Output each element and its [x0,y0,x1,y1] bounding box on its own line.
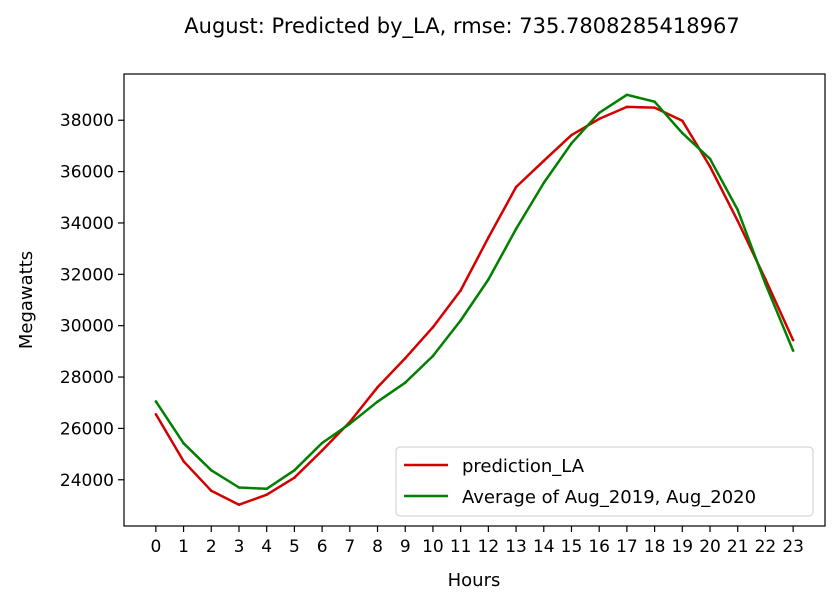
data-point [431,354,435,358]
data-point [681,119,684,123]
data-point [265,493,268,496]
data-point [736,208,740,212]
data-point [570,142,573,145]
x-tick-label: 20 [699,537,721,557]
y-tick-label: 36000 [60,163,114,183]
y-tick-label: 30000 [60,317,114,337]
data-point [459,289,462,292]
data-point [209,489,213,493]
x-tick-label: 9 [400,537,411,557]
data-point [182,442,185,445]
data-point [708,165,712,168]
data-point [597,117,601,121]
data-point [764,282,767,286]
data-point [209,468,213,472]
x-tick-label: 10 [422,537,444,557]
data-point [542,181,546,185]
data-point [736,219,740,223]
series-layer [154,93,795,506]
x-tick-label: 19 [671,537,693,557]
data-point [237,486,241,489]
series-line-prediction [154,105,795,506]
x-tick-label: 2 [206,537,217,557]
y-axis: 24000 26000 28000 30000 32000 34000 36000 38000 [60,111,124,491]
data-point [182,459,185,463]
x-tick-label: 14 [533,537,555,557]
data-point [320,449,324,452]
x-tick-label: 21 [727,537,749,557]
data-point [653,100,656,104]
data-point [625,105,629,109]
y-tick-label: 26000 [60,419,114,439]
series-line-average [154,93,795,491]
data-point [403,381,407,384]
legend-label-prediction: prediction_LA [462,456,585,477]
x-tick-label: 1 [178,537,189,557]
data-point [542,159,546,163]
data-point [320,441,324,445]
x-tick-label: 7 [344,537,355,557]
x-tick-label: 8 [372,537,383,557]
x-tick-label: 15 [561,537,583,557]
data-point [265,487,268,491]
data-point [154,412,158,416]
x-tick-label: 3 [234,537,245,557]
data-point [403,356,407,360]
data-point [514,185,518,189]
x-tick-label: 12 [478,537,500,557]
data-point [431,325,435,329]
data-point [597,111,601,115]
x-tick-label: 6 [317,537,328,557]
x-tick-label: 5 [289,537,300,557]
x-tick-label: 23 [782,537,804,557]
data-point [570,133,573,137]
data-point [708,157,712,161]
data-point [653,106,656,109]
x-tick-label: 18 [644,537,666,557]
data-point [791,349,795,352]
x-tick-label: 16 [588,537,610,557]
legend-frame [395,446,814,517]
y-tick-label: 24000 [60,471,114,491]
data-point [376,386,379,389]
x-tick-label: 22 [755,537,777,557]
chart-title: August: Predicted by_LA, rmse: 735.78082… [184,14,739,39]
x-tick-label: 17 [616,537,638,557]
y-axis-label: Megawatts [16,251,37,349]
data-point [487,278,490,281]
data-point [376,400,379,404]
y-tick-label: 32000 [60,265,114,285]
x-tick-label: 4 [261,537,272,557]
data-point [237,503,241,506]
data-point [293,468,296,472]
data-point [625,93,629,97]
legend-label-average: Average of Aug_2019, Aug_2020 [462,487,756,508]
x-axis: 0 1 2 3 4 5 6 7 8 9 10 11 12 13 14 15 16 17 18 19 20 21 22 23 [150,526,804,557]
y-tick-label: 38000 [60,111,114,131]
data-point [487,236,490,239]
data-point [459,319,462,322]
data-point [293,476,296,480]
data-point [791,338,795,342]
y-tick-label: 28000 [60,368,114,388]
x-tick-label: 0 [150,537,161,557]
data-point [154,400,158,403]
x-tick-label: 13 [505,537,527,557]
data-point [681,131,684,135]
legend: prediction_LA Average of Aug_2019, Aug_2… [395,446,814,517]
y-tick-label: 34000 [60,214,114,234]
x-tick-label: 11 [450,537,472,557]
x-axis-label: Hours [448,570,501,591]
data-point [348,422,352,426]
data-point [514,227,518,231]
